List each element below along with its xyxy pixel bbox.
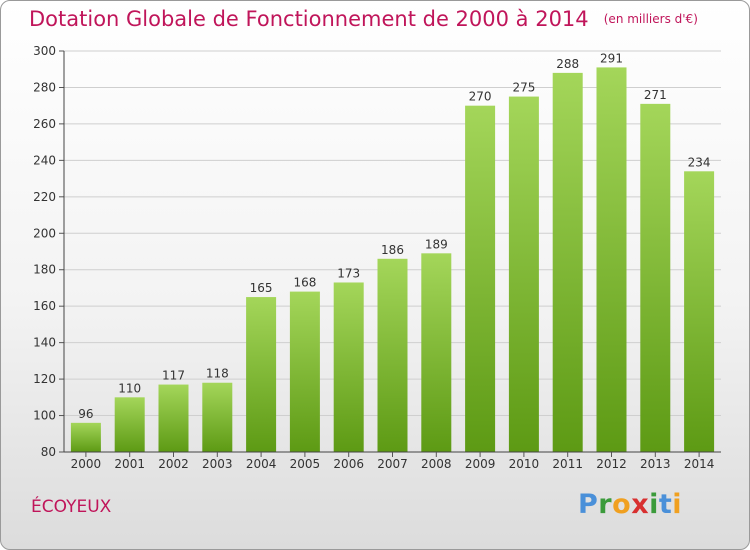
- y-tick-label: 180: [33, 263, 56, 277]
- bar-2011: [552, 72, 583, 452]
- bar-value-label: 275: [512, 81, 535, 95]
- x-tick-label: 2014: [684, 457, 715, 471]
- bar-value-label: 173: [337, 266, 360, 280]
- x-tick-label: 2013: [640, 457, 671, 471]
- bar-value-label: 118: [206, 367, 229, 381]
- bar-2000: [70, 422, 101, 452]
- logo-letter: t: [658, 489, 673, 520]
- x-tick-label: 2008: [421, 457, 452, 471]
- x-tick-label: 2011: [552, 457, 583, 471]
- bar-2007: [377, 258, 408, 452]
- bar-value-label: 117: [162, 369, 185, 383]
- bar-value-label: 168: [293, 276, 316, 290]
- bar-2013: [640, 103, 671, 452]
- x-tick-label: 2001: [114, 457, 145, 471]
- y-tick-label: 100: [33, 409, 56, 423]
- y-tick-label: 120: [33, 372, 56, 386]
- y-tick-label: 280: [33, 80, 56, 94]
- bar-value-label: 234: [688, 155, 711, 169]
- bar-2012: [596, 67, 627, 453]
- y-tick-label: 260: [33, 117, 56, 131]
- x-tick-label: 2006: [333, 457, 364, 471]
- chart-title: Dotation Globale de Fonctionnement de 20…: [29, 7, 698, 31]
- bar-2006: [333, 282, 364, 452]
- chart-unit: (en milliers d'€): [603, 12, 698, 26]
- bar-2014: [684, 171, 715, 453]
- y-tick-label: 220: [33, 190, 56, 204]
- x-tick-label: 2000: [71, 457, 102, 471]
- logo-letter: o: [612, 489, 632, 520]
- logo-letter: i: [649, 489, 659, 520]
- logo-letter: x: [631, 489, 650, 520]
- x-tick-label: 2009: [465, 457, 496, 471]
- x-tick-label: 2007: [377, 457, 408, 471]
- chart-title-text: Dotation Globale de Fonctionnement de 20…: [29, 7, 589, 31]
- bar-value-label: 165: [250, 281, 273, 295]
- x-tick-label: 2004: [246, 457, 277, 471]
- logo-letter: r: [598, 489, 613, 520]
- y-tick-label: 160: [33, 299, 56, 313]
- bar-value-label: 110: [118, 381, 141, 395]
- proxiti-logo: Proxiti: [578, 489, 682, 520]
- logo-letter: P: [578, 489, 599, 520]
- commune-name: ÉCOYEUX: [31, 497, 112, 517]
- x-tick-label: 2005: [290, 457, 321, 471]
- bar-2002: [158, 384, 189, 452]
- bar-2010: [508, 96, 539, 453]
- bar-2009: [465, 105, 496, 452]
- x-tick-label: 2002: [158, 457, 189, 471]
- bar-value-label: 186: [381, 243, 404, 257]
- y-tick-label: 240: [33, 153, 56, 167]
- bar-value-label: 271: [644, 88, 667, 102]
- bar-2005: [289, 291, 320, 452]
- bar-2003: [202, 382, 233, 452]
- y-tick-label: 80: [41, 445, 56, 459]
- x-tick-label: 2003: [202, 457, 233, 471]
- x-tick-label: 2010: [509, 457, 540, 471]
- bar-2004: [246, 297, 277, 452]
- bar-value-label: 288: [556, 57, 579, 71]
- x-tick-label: 2012: [596, 457, 627, 471]
- y-tick-label: 300: [33, 44, 56, 58]
- bar-value-label: 189: [425, 237, 448, 251]
- bar-value-label: 291: [600, 51, 623, 65]
- y-tick-label: 140: [33, 336, 56, 350]
- bar-2001: [114, 397, 145, 452]
- y-tick-label: 200: [33, 226, 56, 240]
- bar-value-label: 96: [78, 407, 93, 421]
- bar-2008: [421, 253, 452, 452]
- logo-letter: i: [672, 489, 683, 520]
- bar-value-label: 270: [469, 90, 492, 104]
